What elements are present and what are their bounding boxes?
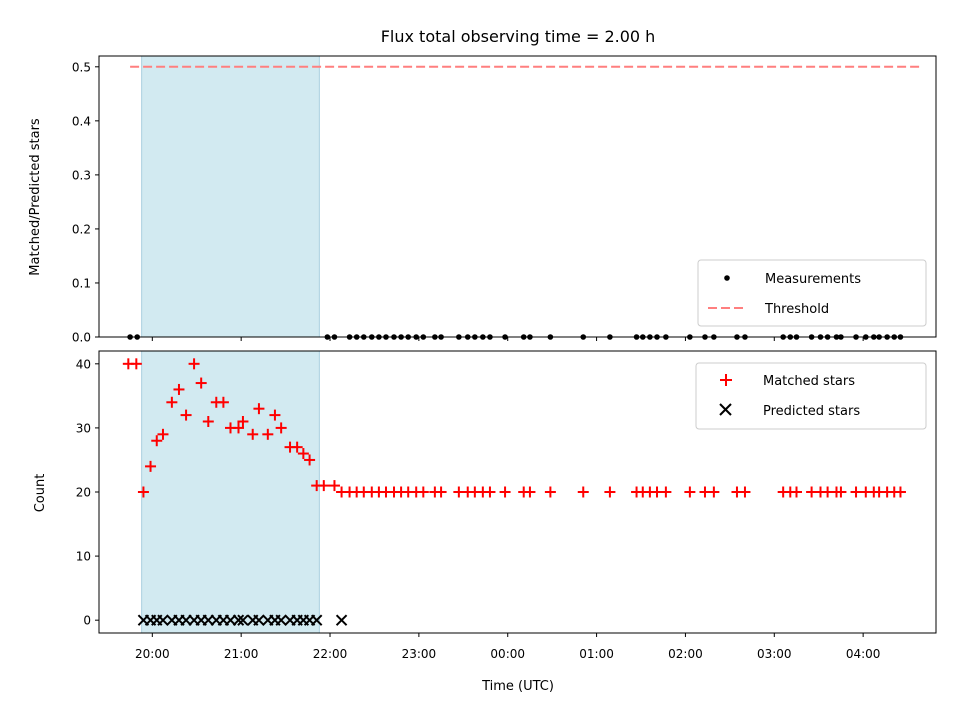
- x-tick-label: 02:00: [668, 647, 703, 661]
- matched-star-marker: [269, 409, 281, 421]
- x-tick-label: 21:00: [224, 647, 259, 661]
- bottom-y-tick-label: 20: [76, 486, 91, 500]
- bottom-x-ticks: 20:00 21:00 22:00 23:00 00:00 01:00 02:00 03:00…: [135, 633, 880, 661]
- x-axis-label: Time (UTC): [481, 679, 554, 694]
- bottom-panel: 0 10 20 30 40 20:00 21:00 22:00 23:00 00:00 01:00…: [33, 350, 937, 694]
- matched-star-marker: [604, 486, 616, 498]
- matched-star-marker: [318, 480, 330, 492]
- predicted-star-marker: [157, 614, 169, 626]
- bottom-legend-box: [695, 362, 927, 430]
- matched-star-marker: [850, 486, 862, 498]
- predicted-star-marker: [237, 614, 249, 626]
- matched-star-marker: [739, 486, 751, 498]
- legend-label-threshold: Threshold: [764, 302, 829, 317]
- matched-star-marker: [151, 435, 163, 447]
- bottom-y-axis-label: Count: [33, 474, 48, 513]
- bottom-axes-frame: [98, 350, 937, 634]
- matched-star-marker: [894, 486, 906, 498]
- top-y-tick-label: 0.1: [72, 276, 91, 290]
- matched-star-marker: [137, 486, 149, 498]
- legend-label-measurements: Measurements: [765, 272, 861, 287]
- matched-star-marker: [166, 396, 178, 408]
- x-tick-label: 22:00: [313, 647, 348, 661]
- matched-star-marker: [791, 486, 802, 498]
- top-y-tick-label: 0.4: [72, 114, 91, 128]
- top-x-ticks: [151, 337, 864, 341]
- matched-star-marker: [247, 428, 259, 440]
- legend-marker-predicted: [719, 403, 732, 416]
- legend-label-predicted: Predicted stars: [763, 404, 860, 419]
- matched-star-marker: [417, 486, 429, 498]
- x-tick-label: 03:00: [757, 647, 792, 661]
- matched-star-marker: [660, 486, 672, 498]
- matched-star-marker: [708, 486, 720, 498]
- predicted-star-marker: [253, 614, 265, 626]
- matched-star-marker: [328, 480, 340, 492]
- x-tick-label: 04:00: [846, 647, 881, 661]
- top-axes-frame: [98, 55, 937, 338]
- legend-label-matched: Matched stars: [763, 374, 855, 389]
- bottom-y-ticks: 0 10 20 30 40: [76, 357, 99, 628]
- x-tick-label: 20:00: [135, 647, 170, 661]
- x-tick-label: 00:00: [490, 647, 525, 661]
- predicted-star-marker: [232, 614, 245, 626]
- chart-title: Flux total observing time = 2.00 h: [381, 27, 656, 46]
- matched-star-marker: [484, 486, 496, 498]
- top-legend-box: [697, 259, 927, 327]
- matched-star-marker: [835, 486, 847, 498]
- matched-star-marker: [195, 377, 207, 389]
- top-legend: Measurements Threshold: [697, 259, 927, 327]
- predicted-star-marker: [335, 614, 348, 626]
- matched-star-marker: [544, 486, 556, 498]
- bottom-y-tick-label: 0: [83, 614, 91, 628]
- matched-star-marker: [291, 441, 303, 453]
- top-panel: 0.0 0.1 0.2 0.3 0.4 0.5 Flux total observing …: [28, 27, 937, 345]
- matched-star-marker: [173, 383, 185, 395]
- x-tick-label: 23:00: [402, 647, 437, 661]
- bottom-y-tick-label: 40: [76, 357, 91, 371]
- bottom-legend: Matched stars Predicted stars: [695, 362, 927, 430]
- matched-star-marker: [684, 486, 696, 498]
- matched-star-marker: [435, 486, 447, 498]
- predicted-star-marker: [310, 614, 323, 626]
- matched-star-marker: [297, 448, 309, 460]
- top-y-tick-label: 0.0: [72, 331, 91, 345]
- matched-star-marker: [145, 460, 157, 472]
- legend-marker-measurements: [724, 275, 730, 281]
- matched-star-marker: [237, 416, 249, 427]
- matched-star-marker: [130, 358, 142, 370]
- matched-star-marker: [202, 416, 214, 427]
- top-y-tick-label: 0.2: [72, 222, 91, 236]
- top-shaded-interval: [141, 55, 320, 338]
- bottom-y-tick-label: 30: [76, 421, 91, 435]
- matched-star-marker: [524, 486, 536, 498]
- top-y-ticks: 0.0 0.1 0.2 0.3 0.4 0.5: [72, 60, 99, 345]
- top-y-tick-label: 0.3: [72, 168, 91, 182]
- bottom-y-tick-label: 10: [76, 550, 91, 564]
- matched-star-marker: [188, 358, 200, 370]
- x-tick-label: 01:00: [579, 647, 614, 661]
- matched-star-marker: [217, 396, 229, 408]
- matched-star-marker: [577, 486, 589, 498]
- matched-star-marker: [262, 428, 274, 440]
- predicted-star-marker: [275, 614, 287, 626]
- matched-star-marker: [304, 454, 316, 466]
- matched-star-marker: [157, 428, 169, 440]
- matched-star-marker: [275, 422, 287, 434]
- predicted-stars-points: [137, 614, 348, 626]
- matched-star-marker: [180, 409, 192, 421]
- top-y-tick-label: 0.5: [72, 60, 91, 74]
- legend-marker-matched: [720, 374, 732, 386]
- matched-star-marker: [499, 486, 511, 498]
- matched-stars-points: [122, 358, 906, 498]
- matched-star-marker: [233, 422, 244, 434]
- top-y-axis-label: Matched/Predicted stars: [28, 118, 43, 276]
- matched-star-marker: [253, 403, 265, 415]
- bottom-shaded-interval: [141, 350, 320, 634]
